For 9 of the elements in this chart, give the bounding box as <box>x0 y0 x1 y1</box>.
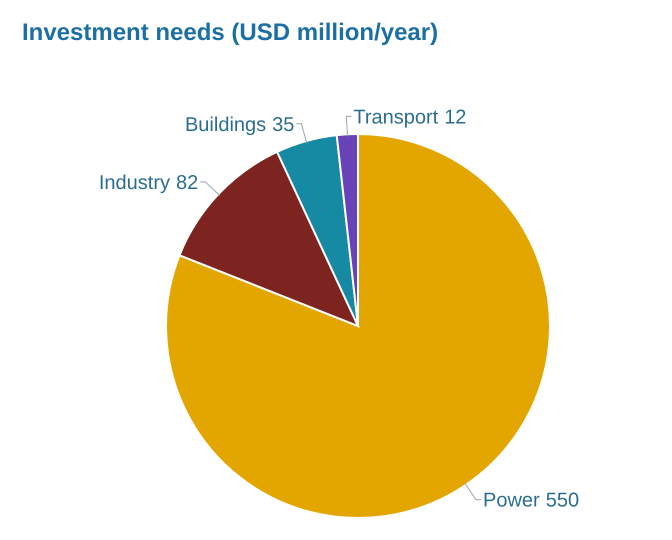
slice-label: Power <box>483 490 540 512</box>
data-label: 35 <box>272 114 294 136</box>
slice-label: Transport <box>353 106 439 128</box>
slice-label: Buildings <box>184 114 266 136</box>
data-label: 550 <box>546 490 580 512</box>
data-label: 82 <box>176 172 198 194</box>
data-label: 12 <box>444 106 466 128</box>
slice-label: Industry <box>98 172 170 194</box>
chart-title: Investment needs (USD million/year) <box>22 19 438 46</box>
